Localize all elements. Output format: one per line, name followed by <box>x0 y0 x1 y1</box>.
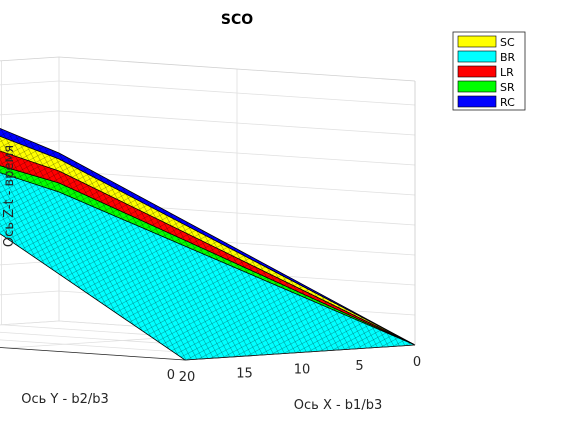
z-gridline-back <box>0 110 60 116</box>
y-gridline-floor <box>0 320 60 326</box>
z-gridline-back <box>0 80 60 86</box>
surface-plot <box>0 127 416 361</box>
z-axis-label: Ось Z-t - время <box>2 145 17 247</box>
legend-swatch-br <box>457 50 497 63</box>
legend-swatch-rc <box>457 95 497 108</box>
legend-swatch-sc <box>457 35 497 48</box>
x-axis-line <box>184 344 416 361</box>
x-tick-label: 20 <box>179 370 196 385</box>
legend-label-rc: RC <box>500 96 515 109</box>
z-gridline-back <box>0 260 60 266</box>
legend-label-br: BR <box>500 51 516 64</box>
z-gridline-back <box>0 290 60 296</box>
y-axis-label: Ось Y - b2/b3 <box>21 392 109 407</box>
x-tick-label: 15 <box>236 366 253 381</box>
box-top-back <box>0 56 60 62</box>
x-axis-label: Ось X - b1/b3 <box>294 398 382 413</box>
legend-label-sr: SR <box>500 81 515 94</box>
legend-swatch-lr <box>457 65 497 78</box>
y-axis-line <box>0 347 186 361</box>
legend: SC BR LR SR RC <box>452 31 526 111</box>
box-top-side <box>58 56 416 82</box>
chart-title: SCO <box>221 12 253 28</box>
axes-box <box>0 56 416 361</box>
x-tick-label: 0 <box>413 355 421 370</box>
legend-swatch-sr <box>457 80 497 93</box>
tick-labels: 05101520010200100200300400500600700800 <box>167 355 421 385</box>
legend-label-lr: LR <box>500 66 514 79</box>
y-tick-label: 0 <box>167 368 175 383</box>
legend-label-sc: SC <box>500 36 515 49</box>
x-tick-label: 5 <box>355 359 363 374</box>
x-tick-label: 10 <box>294 363 311 378</box>
